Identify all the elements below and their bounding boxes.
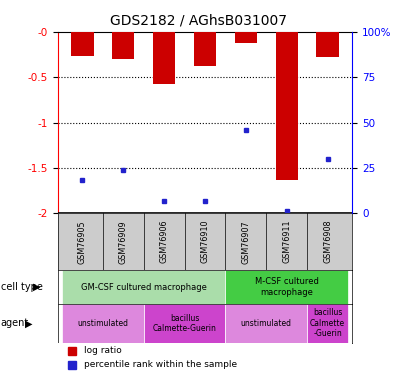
Bar [194, 32, 216, 66]
Text: GSM76907: GSM76907 [241, 220, 250, 264]
Bar [153, 32, 175, 84]
Bar [144, 304, 225, 343]
Text: GSM76905: GSM76905 [78, 220, 87, 264]
Text: unstimulated: unstimulated [77, 319, 128, 328]
Text: percentile rank within the sample: percentile rank within the sample [84, 360, 237, 369]
Text: GDS2182 / AGhsB031007: GDS2182 / AGhsB031007 [111, 13, 287, 27]
Text: GSM76911: GSM76911 [282, 220, 291, 264]
Text: ▶: ▶ [33, 282, 40, 292]
Bar [307, 304, 348, 343]
Text: M-CSF cultured
macrophage: M-CSF cultured macrophage [255, 278, 319, 297]
Bar [235, 32, 257, 43]
Bar [62, 270, 225, 304]
Text: agent: agent [1, 318, 29, 328]
Text: bacillus
Calmette
-Guerin: bacillus Calmette -Guerin [310, 308, 345, 338]
Text: GSM76909: GSM76909 [119, 220, 128, 264]
Bar [225, 304, 307, 343]
Text: bacillus
Calmette-Guerin: bacillus Calmette-Guerin [152, 314, 217, 333]
Bar [275, 32, 298, 180]
Text: ▶: ▶ [25, 318, 33, 328]
Bar [112, 32, 135, 59]
Text: GSM76906: GSM76906 [160, 220, 169, 264]
Text: GM-CSF cultured macrophage: GM-CSF cultured macrophage [81, 282, 207, 291]
Text: unstimulated: unstimulated [241, 319, 292, 328]
Bar [316, 32, 339, 57]
Bar [62, 304, 144, 343]
Bar [71, 32, 94, 56]
Text: GSM76910: GSM76910 [201, 220, 209, 264]
Text: cell type: cell type [1, 282, 43, 292]
Text: GSM76908: GSM76908 [323, 220, 332, 264]
Bar [225, 270, 348, 304]
Text: log ratio: log ratio [84, 346, 122, 355]
